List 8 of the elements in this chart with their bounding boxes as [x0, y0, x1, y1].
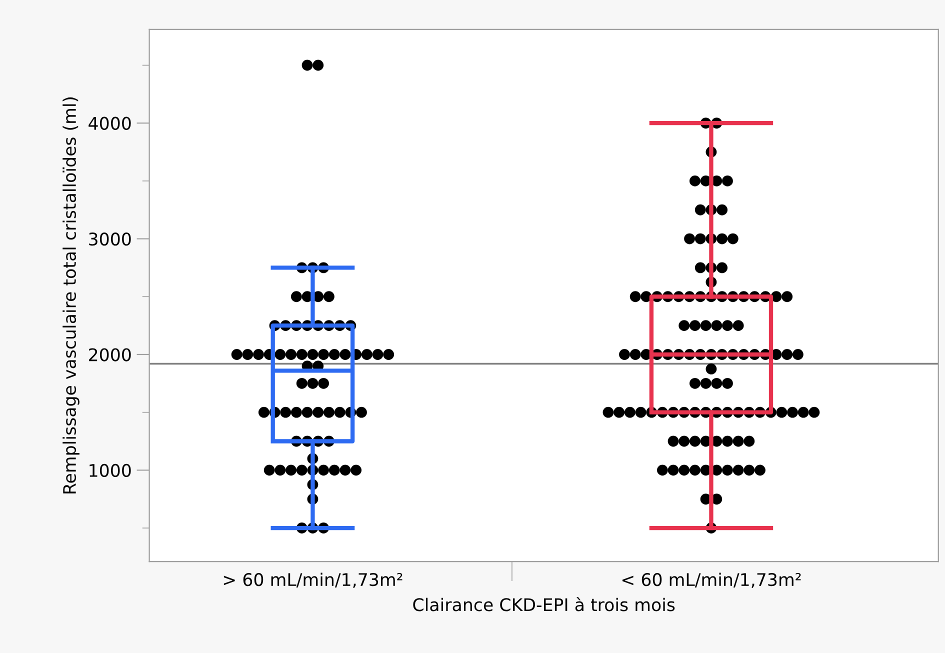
x-axis-title: Clairance CKD-EPI à trois mois: [413, 597, 675, 612]
y-tick-label: 3000: [89, 232, 131, 246]
y-tick-label: 4000: [88, 116, 131, 130]
y-tick-label: 1000: [90, 464, 131, 478]
x-tick-label: > 60 mL/min/1,73m²: [224, 572, 402, 588]
y-tick-label: 2000: [89, 348, 131, 362]
y-axis-title: Remplissage vasculaire total cristalloïdes (ml): [62, 97, 80, 494]
x-tick-label: < 60 mL/min/1,73m²: [622, 572, 801, 588]
